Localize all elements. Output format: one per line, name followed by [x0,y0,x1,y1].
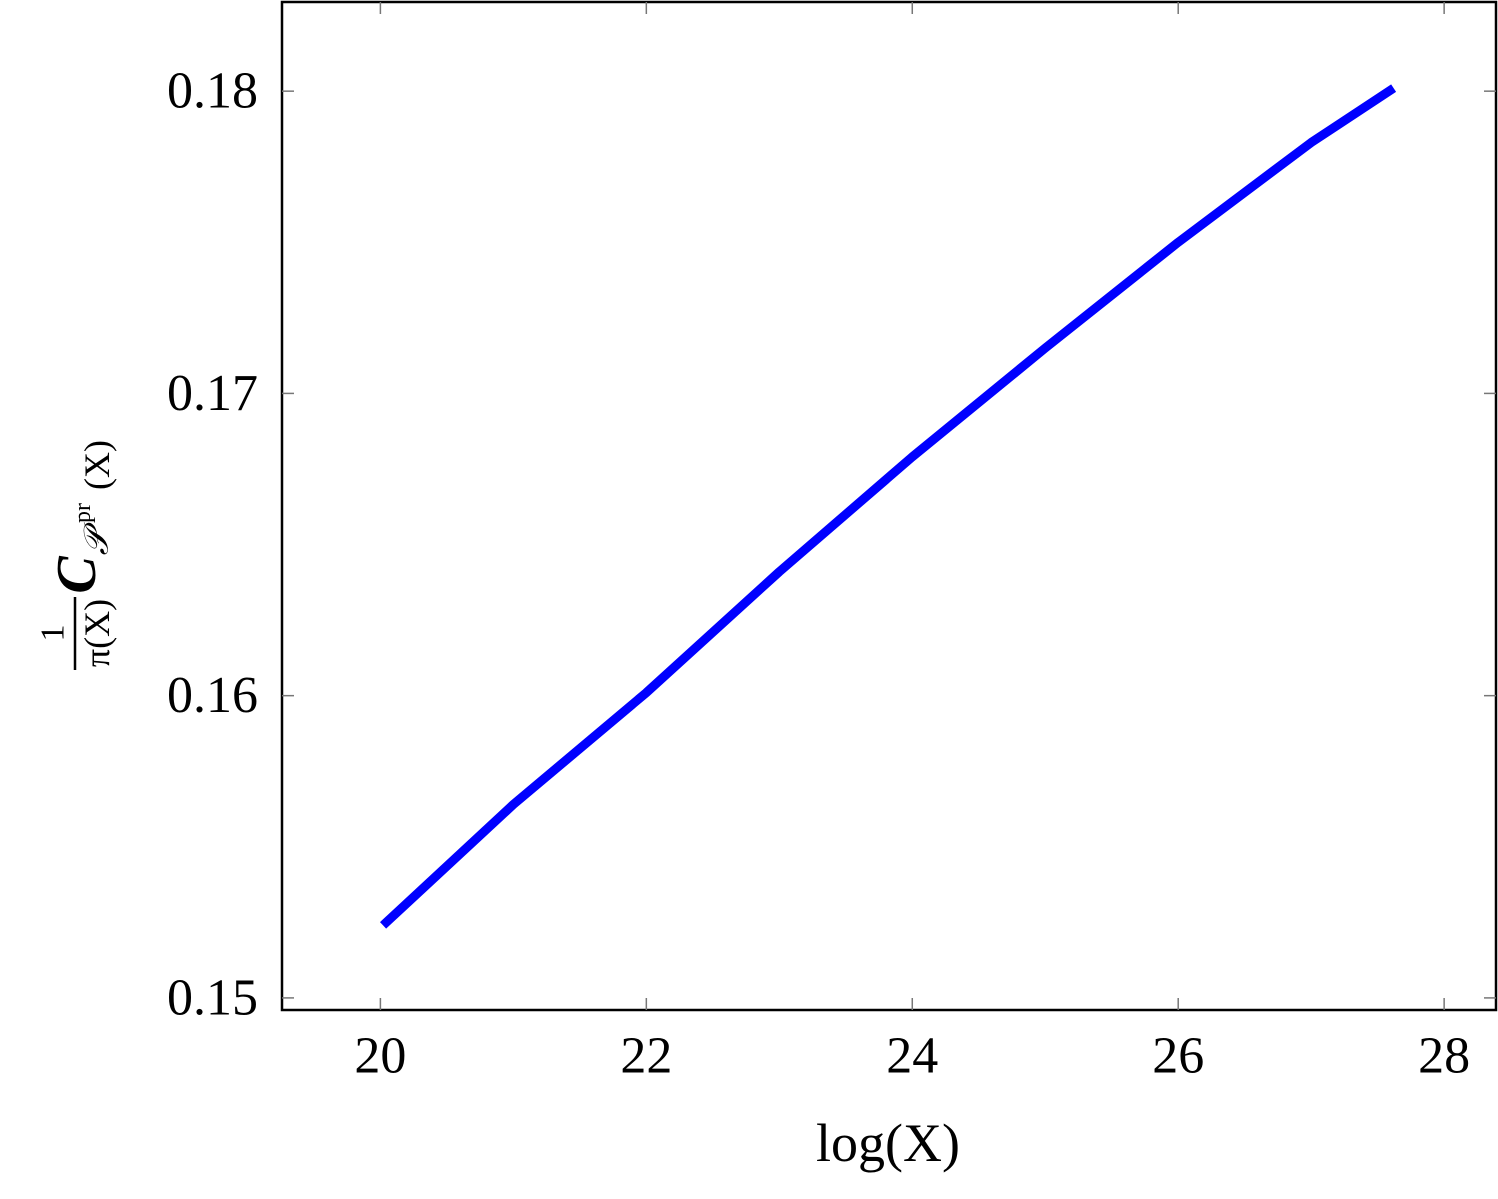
y-label-superscript: pr [70,503,96,523]
x-tick-label: 28 [1418,1028,1470,1085]
data-line [379,84,1397,929]
y-label-tail: (X) [77,440,117,490]
x-tick-label: 24 [886,1028,938,1085]
y-tick-label: 0.17 [167,365,258,422]
y-label-numerator: 1 [35,625,72,642]
y-label-denominator: π(X) [77,599,117,667]
y-tick-label: 0.16 [167,667,258,724]
x-tick-label: 22 [620,1028,672,1085]
plot-frame [280,0,1498,1012]
y-label-subscript: 𝒫 [79,521,116,555]
y-label-main: C [46,556,108,594]
y-axis-label: 1 π(X) C 𝒫 pr (X) [35,440,117,670]
y-tick-label: 0.15 [167,969,258,1026]
x-tick-label: 26 [1152,1028,1204,1085]
x-tick-label: 20 [354,1028,406,1085]
y-tick-label: 0.18 [167,63,258,120]
x-axis-label: log(X) [816,1113,960,1173]
